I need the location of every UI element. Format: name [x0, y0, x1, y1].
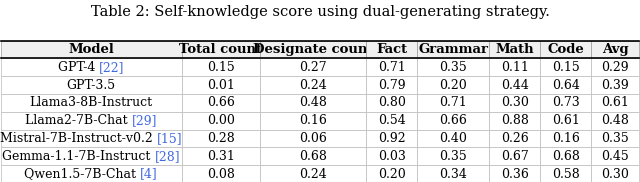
- Text: [28]: [28]: [155, 150, 180, 163]
- Text: Llama2-7B-Chat: Llama2-7B-Chat: [25, 114, 132, 127]
- Text: Table 2: Self-knowledge score using dual-generating strategy.: Table 2: Self-knowledge score using dual…: [91, 5, 549, 19]
- Text: [4]: [4]: [140, 168, 158, 181]
- Text: Mistral-7B-Instruct-v0.2: Mistral-7B-Instruct-v0.2: [0, 132, 157, 145]
- Text: [22]: [22]: [99, 61, 125, 74]
- Text: [15]: [15]: [157, 132, 182, 145]
- Text: [29]: [29]: [132, 114, 157, 127]
- Text: Qwen1.5-7B-Chat: Qwen1.5-7B-Chat: [24, 168, 140, 181]
- Text: Gemma-1.1-7B-Instruct: Gemma-1.1-7B-Instruct: [2, 150, 155, 163]
- Text: GPT-4: GPT-4: [58, 61, 99, 74]
